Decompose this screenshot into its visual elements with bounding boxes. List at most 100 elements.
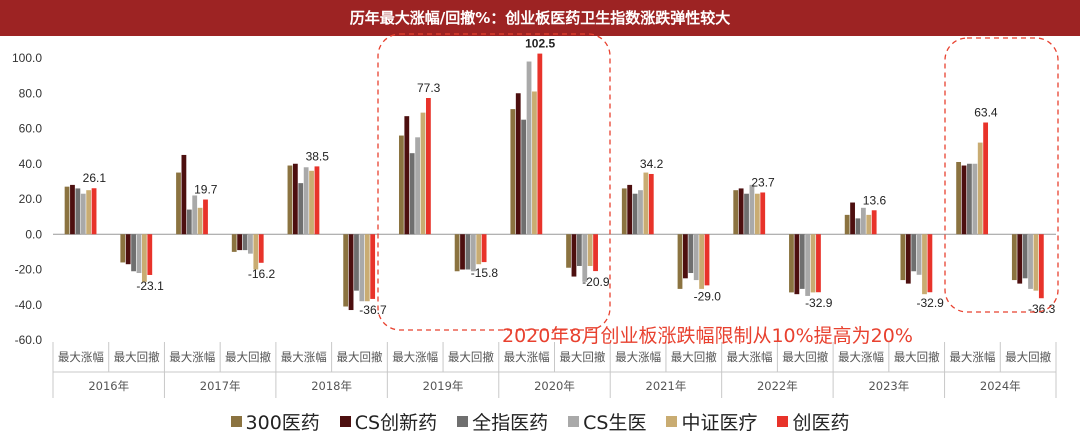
annotation-text: 2020年8月创业板涨跌幅限制从10%提高为20% bbox=[502, 325, 913, 347]
bar-gain bbox=[425, 98, 431, 235]
bar-drawdown bbox=[1038, 234, 1044, 299]
y-tick-label: 40.0 bbox=[19, 157, 43, 171]
bar-gain bbox=[515, 93, 521, 235]
bar-gain bbox=[749, 184, 755, 235]
y-tick-label: -20.0 bbox=[15, 263, 43, 277]
x-year-label: 2019年 bbox=[423, 379, 464, 393]
x-subcategory-label: 最大回撤 bbox=[114, 350, 160, 364]
bar-gain bbox=[621, 188, 627, 235]
bar-drawdown bbox=[242, 234, 248, 251]
bar-drawdown bbox=[370, 234, 376, 299]
data-label-drawdown: -29.0 bbox=[694, 289, 722, 303]
legend-swatch bbox=[230, 416, 242, 427]
bar-drawdown bbox=[922, 234, 927, 295]
y-tick-label: 20.0 bbox=[19, 192, 43, 206]
x-year-label: 2024年 bbox=[980, 379, 1021, 393]
legend-item: 300医药 bbox=[230, 408, 320, 435]
bar-drawdown bbox=[810, 234, 816, 293]
bar-drawdown bbox=[231, 234, 237, 252]
x-year-label: 2017年 bbox=[200, 379, 241, 393]
bar-gain bbox=[176, 172, 181, 235]
data-label-drawdown: -36.3 bbox=[1028, 302, 1056, 316]
bar-gain bbox=[521, 119, 527, 235]
bar-gain bbox=[75, 188, 81, 235]
bar-gain bbox=[192, 195, 198, 235]
legend-swatch bbox=[777, 416, 789, 427]
bar-gain bbox=[186, 209, 192, 235]
data-label-gain: 13.6 bbox=[863, 193, 887, 207]
x-subcategory-label: 最大回撤 bbox=[1005, 350, 1051, 364]
x-subcategory-label: 最大回撤 bbox=[782, 350, 828, 364]
bar-gain bbox=[972, 163, 978, 235]
bar-gain bbox=[197, 207, 203, 235]
bar-drawdown bbox=[460, 234, 465, 270]
bar-drawdown bbox=[364, 234, 370, 302]
data-label-drawdown: -32.9 bbox=[917, 296, 945, 310]
x-subcategory-label: 最大涨幅 bbox=[949, 350, 995, 364]
bar-gain bbox=[404, 116, 410, 235]
bar-drawdown bbox=[699, 234, 705, 289]
legend-swatch bbox=[457, 416, 469, 427]
legend-item: CS生医 bbox=[568, 408, 646, 435]
x-subcategory-label: 最大涨幅 bbox=[504, 350, 550, 364]
data-label-drawdown: -36.7 bbox=[359, 303, 387, 317]
bar-gain bbox=[91, 188, 97, 235]
x-subcategory-label: 最大涨幅 bbox=[615, 350, 661, 364]
highlight-box-2024 bbox=[944, 37, 1059, 313]
bar-drawdown bbox=[348, 234, 354, 311]
bar-drawdown bbox=[141, 234, 147, 282]
bar-gain bbox=[303, 167, 309, 235]
legend-item: CS创新药 bbox=[339, 408, 438, 435]
x-subcategory-label: 最大涨幅 bbox=[58, 350, 104, 364]
bar-gain bbox=[298, 183, 304, 235]
bar-gain bbox=[977, 142, 983, 235]
bar-drawdown bbox=[359, 234, 365, 302]
bar-drawdown bbox=[693, 234, 699, 281]
data-label-gain: 38.5 bbox=[306, 149, 330, 163]
bar-gain bbox=[409, 153, 415, 235]
data-label-gain: 23.7 bbox=[751, 175, 775, 189]
bar-gain bbox=[526, 61, 532, 235]
bar-gain bbox=[638, 190, 643, 235]
bar-drawdown bbox=[125, 234, 131, 265]
bar-drawdown bbox=[704, 234, 710, 286]
y-tick-label: -60.0 bbox=[15, 333, 43, 347]
bar-gain bbox=[744, 193, 749, 235]
bar-gain bbox=[420, 112, 426, 235]
bar-gain bbox=[398, 135, 404, 235]
data-label-gain: 102.5 bbox=[525, 37, 555, 51]
legend-swatch bbox=[666, 416, 678, 427]
bar-drawdown bbox=[789, 234, 794, 293]
bar-drawdown bbox=[816, 234, 821, 293]
bar-gain bbox=[643, 172, 649, 235]
bar-gain bbox=[648, 173, 654, 235]
bar-gain bbox=[860, 207, 866, 235]
x-year-label: 2016年 bbox=[88, 379, 129, 393]
bar-gain bbox=[287, 165, 293, 235]
bar-drawdown bbox=[1011, 234, 1017, 281]
bar-drawdown bbox=[805, 234, 811, 296]
bar-drawdown bbox=[258, 234, 264, 263]
bar-drawdown bbox=[582, 234, 588, 282]
y-tick-label: 60.0 bbox=[19, 122, 43, 136]
x-subcategory-label: 最大回撤 bbox=[894, 350, 940, 364]
bar-gain bbox=[80, 193, 86, 235]
bar-gain bbox=[70, 184, 75, 235]
bar-gain bbox=[760, 192, 766, 235]
bar-drawdown bbox=[481, 234, 487, 263]
legend-label: CS创新药 bbox=[354, 412, 438, 434]
legend-label: 创医药 bbox=[792, 412, 850, 434]
bar-gain bbox=[956, 161, 962, 235]
bar-drawdown bbox=[587, 234, 593, 266]
y-tick-label: 100.0 bbox=[12, 51, 42, 65]
bar-drawdown bbox=[1028, 234, 1033, 289]
bar-gain bbox=[64, 186, 70, 235]
bar-drawdown bbox=[343, 234, 349, 307]
bar-drawdown bbox=[799, 234, 805, 289]
bar-drawdown bbox=[900, 234, 906, 281]
bar-gain bbox=[967, 163, 972, 235]
bar-drawdown bbox=[1022, 234, 1028, 279]
chart-legend: 300医药 CS创新药 全指医药 CS生医 中证医疗 创医药 bbox=[0, 408, 1080, 435]
x-year-label: 2018年 bbox=[311, 379, 352, 393]
